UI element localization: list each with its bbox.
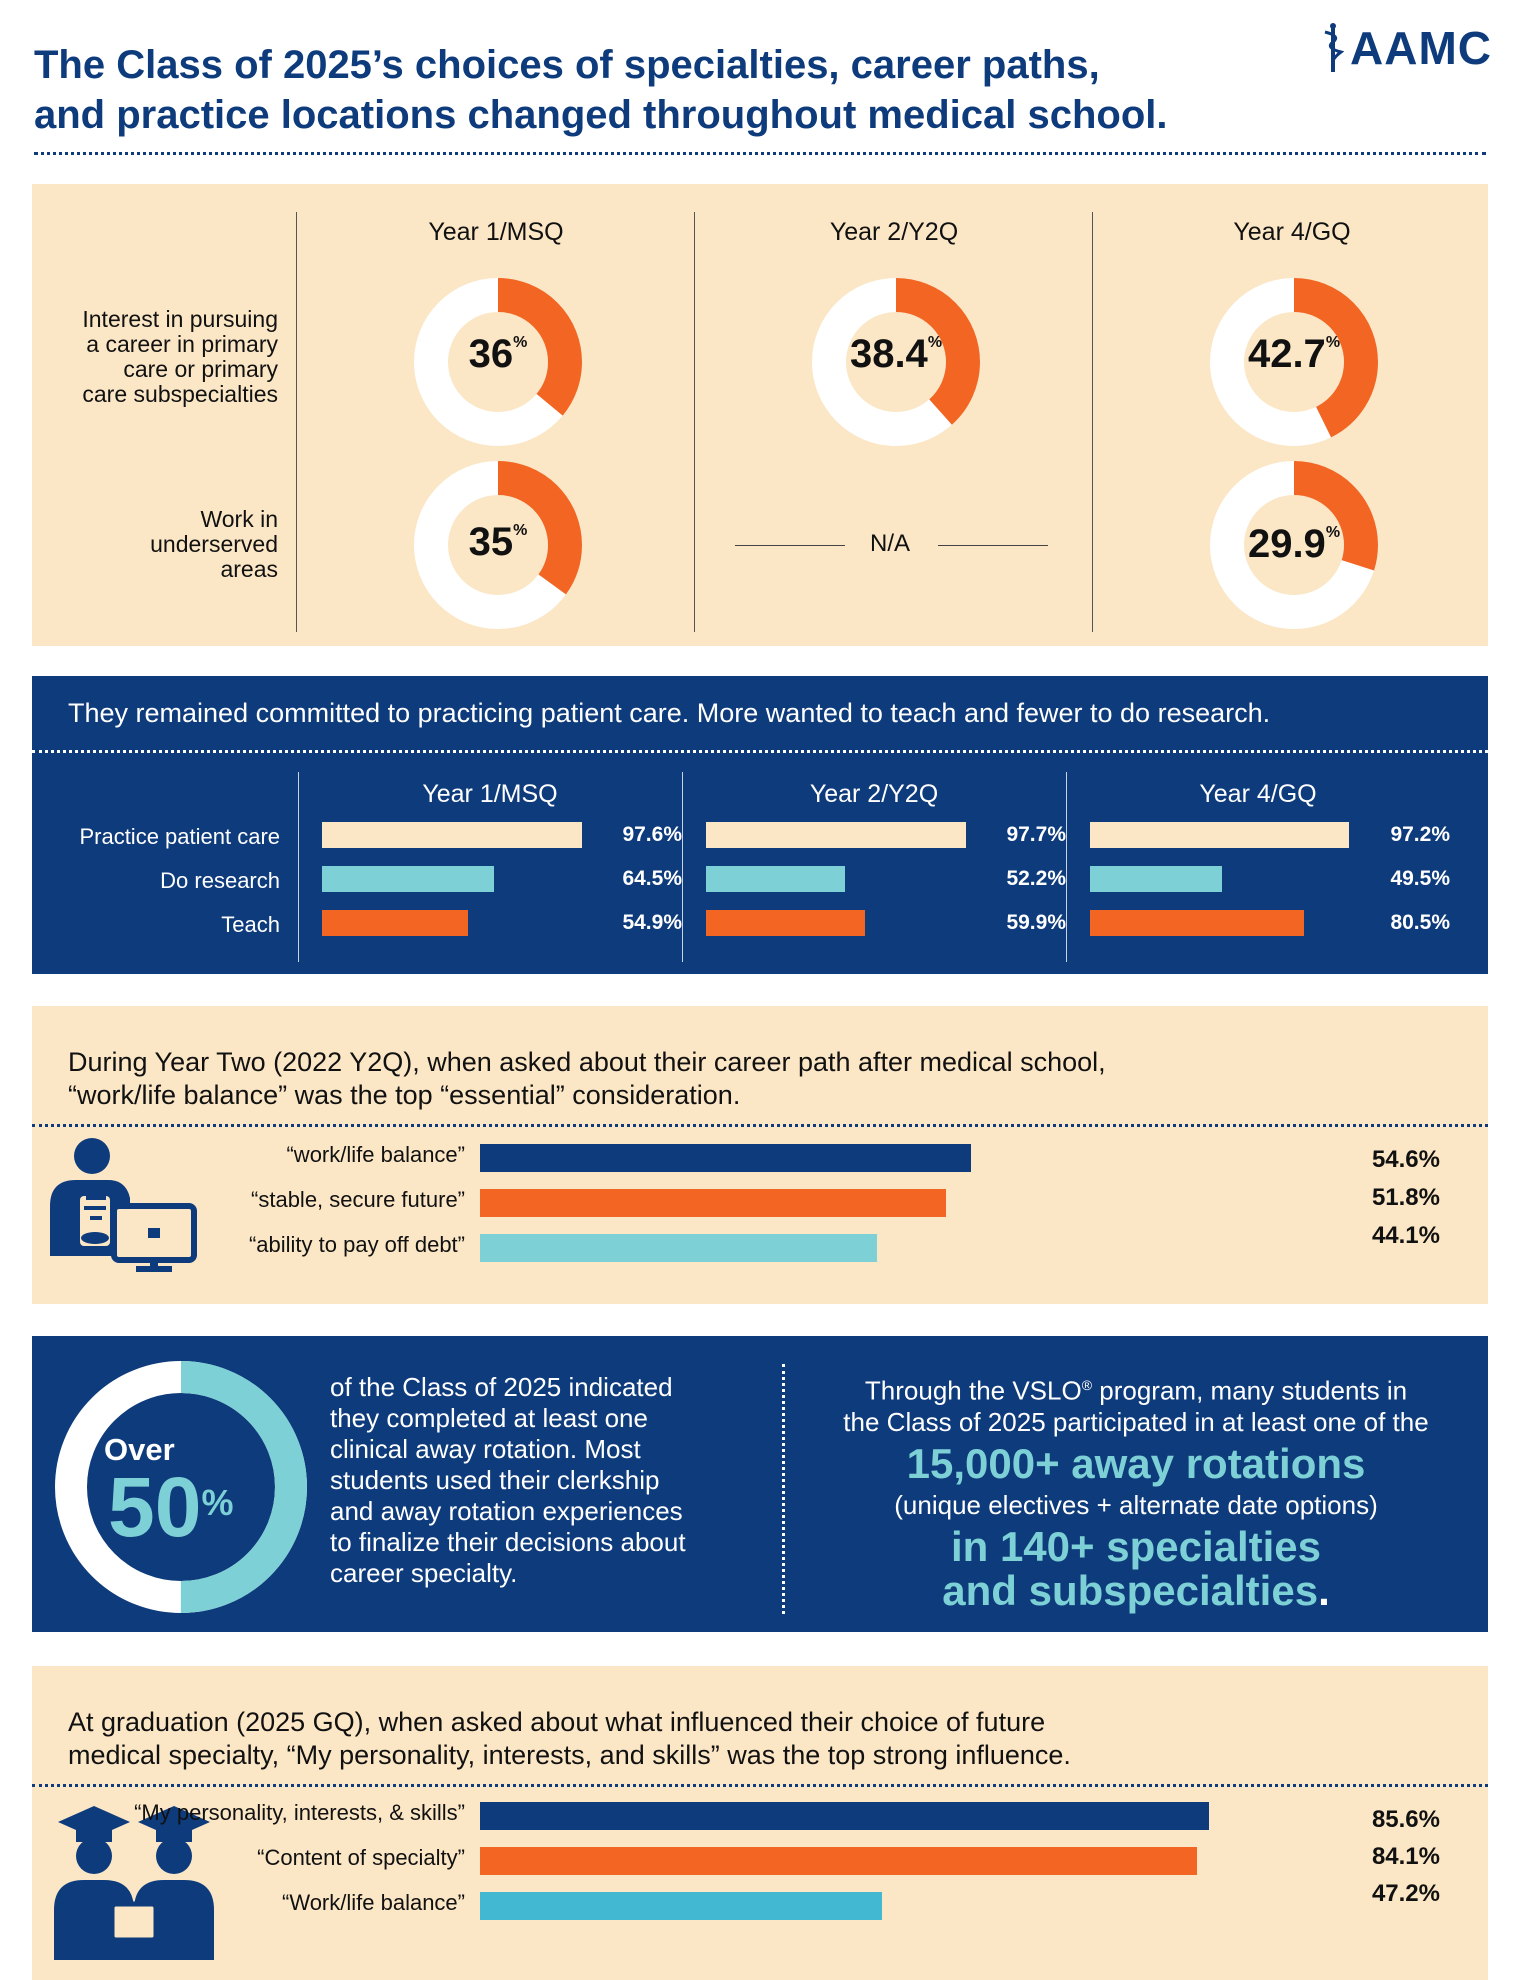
donut-value: 42.7% — [1247, 332, 1341, 376]
over-label: Over — [104, 1432, 175, 1467]
donut-value: 38.4% — [849, 332, 943, 376]
page-title-line-1: The Class of 2025’s choices of specialti… — [34, 43, 1100, 87]
vslo-line-1: Through the VSLO® program, many students… — [864, 1375, 1408, 1406]
na-rule-right — [938, 545, 1048, 546]
donut-slice — [1210, 461, 1378, 629]
donut-chart — [1210, 278, 1378, 446]
donut-slice — [414, 461, 582, 629]
row-label-patient-care: Practice patient care — [79, 824, 280, 849]
logo-text: AAMC — [1350, 22, 1492, 74]
donut-chart — [1210, 461, 1378, 629]
career-considerations-heading: During Year Two (2022 Y2Q), when asked a… — [68, 1047, 1106, 1110]
vslo-line-3: (unique electives + alternate date optio… — [894, 1489, 1378, 1520]
section2-divider — [32, 750, 1488, 753]
donut-underserved-year1 — [413, 460, 583, 630]
vslo-block: Through the VSLO® program, many students… — [796, 1370, 1476, 1613]
page-title: The Class of 2025’s choices of specialti… — [34, 40, 1214, 140]
vslo-line-2: the Class of 2025 participated in at lea… — [843, 1406, 1429, 1437]
donut-slice — [812, 278, 980, 446]
column-divider — [296, 212, 297, 632]
vslo-specialties-1: in 140+ specialties — [950, 1522, 1322, 1570]
row-label-primary-care: Interest in pursuing a career in primary… — [82, 306, 278, 407]
vslo-specialties-2: and subspecialties. — [942, 1566, 1330, 1614]
section-away-rotations-panel — [32, 1336, 1488, 1632]
donut-chart — [414, 461, 582, 629]
row-label-teach: Teach — [221, 912, 280, 937]
vertical-dotted-divider — [782, 1364, 785, 1614]
section3-divider — [32, 1124, 1488, 1127]
year-header-1: Year 1/MSQ — [428, 218, 564, 246]
person-at-computer-icon — [50, 1138, 197, 1272]
donut-value: 29.9% — [1247, 522, 1341, 566]
column-divider — [1092, 212, 1093, 632]
career-activities-heading: They remained committed to practicing pa… — [68, 698, 1271, 728]
vslo-away-rotations: 15,000+ away rotations — [906, 1439, 1366, 1487]
caduceus-icon — [1324, 23, 1345, 72]
year-header-2: Year 2/Y2Q — [829, 218, 959, 246]
column-divider — [298, 772, 299, 962]
donut-primary-care-year1 — [413, 277, 583, 447]
donut-slice — [414, 278, 582, 446]
away-rotation-donut — [54, 1360, 308, 1614]
donut-primary-care-year4 — [1209, 277, 1379, 447]
over-value: 50% — [108, 1460, 234, 1554]
page-title-line-2: and practice locations changed throughou… — [34, 93, 1168, 137]
aamc-logo: AAMC — [1322, 18, 1492, 78]
column-divider — [1066, 772, 1067, 962]
donut-underserved-year4 — [1209, 460, 1379, 630]
year-header-3: Year 4/GQ — [1233, 218, 1351, 246]
donut-slice — [1210, 278, 1378, 446]
row-label-research: Do research — [160, 868, 280, 893]
year-header-3: Year 4/GQ — [1199, 780, 1317, 808]
donut-chart — [812, 278, 980, 446]
row-label-underserved: Work in underserved areas — [150, 506, 278, 582]
graduates-icon — [54, 1806, 214, 1960]
section5-divider — [32, 1784, 1488, 1787]
donut-value: 35% — [468, 520, 528, 564]
na-rule-left — [735, 545, 845, 546]
column-divider — [694, 212, 695, 632]
donut-chart — [414, 278, 582, 446]
donut-value: 36% — [468, 332, 528, 376]
away-rotation-description: of the Class of 2025 indicated they comp… — [330, 1372, 686, 1588]
header-divider — [34, 152, 1486, 155]
column-divider — [682, 772, 683, 962]
na-label: N/A — [869, 530, 910, 557]
donut-slice — [55, 1361, 307, 1613]
year-header-1: Year 1/MSQ — [422, 780, 558, 808]
donut-primary-care-year2 — [811, 277, 981, 447]
specialty-influence-heading: At graduation (2025 GQ), when asked abou… — [68, 1707, 1071, 1770]
donut-chart — [55, 1361, 307, 1613]
year-header-2: Year 2/Y2Q — [809, 780, 939, 808]
